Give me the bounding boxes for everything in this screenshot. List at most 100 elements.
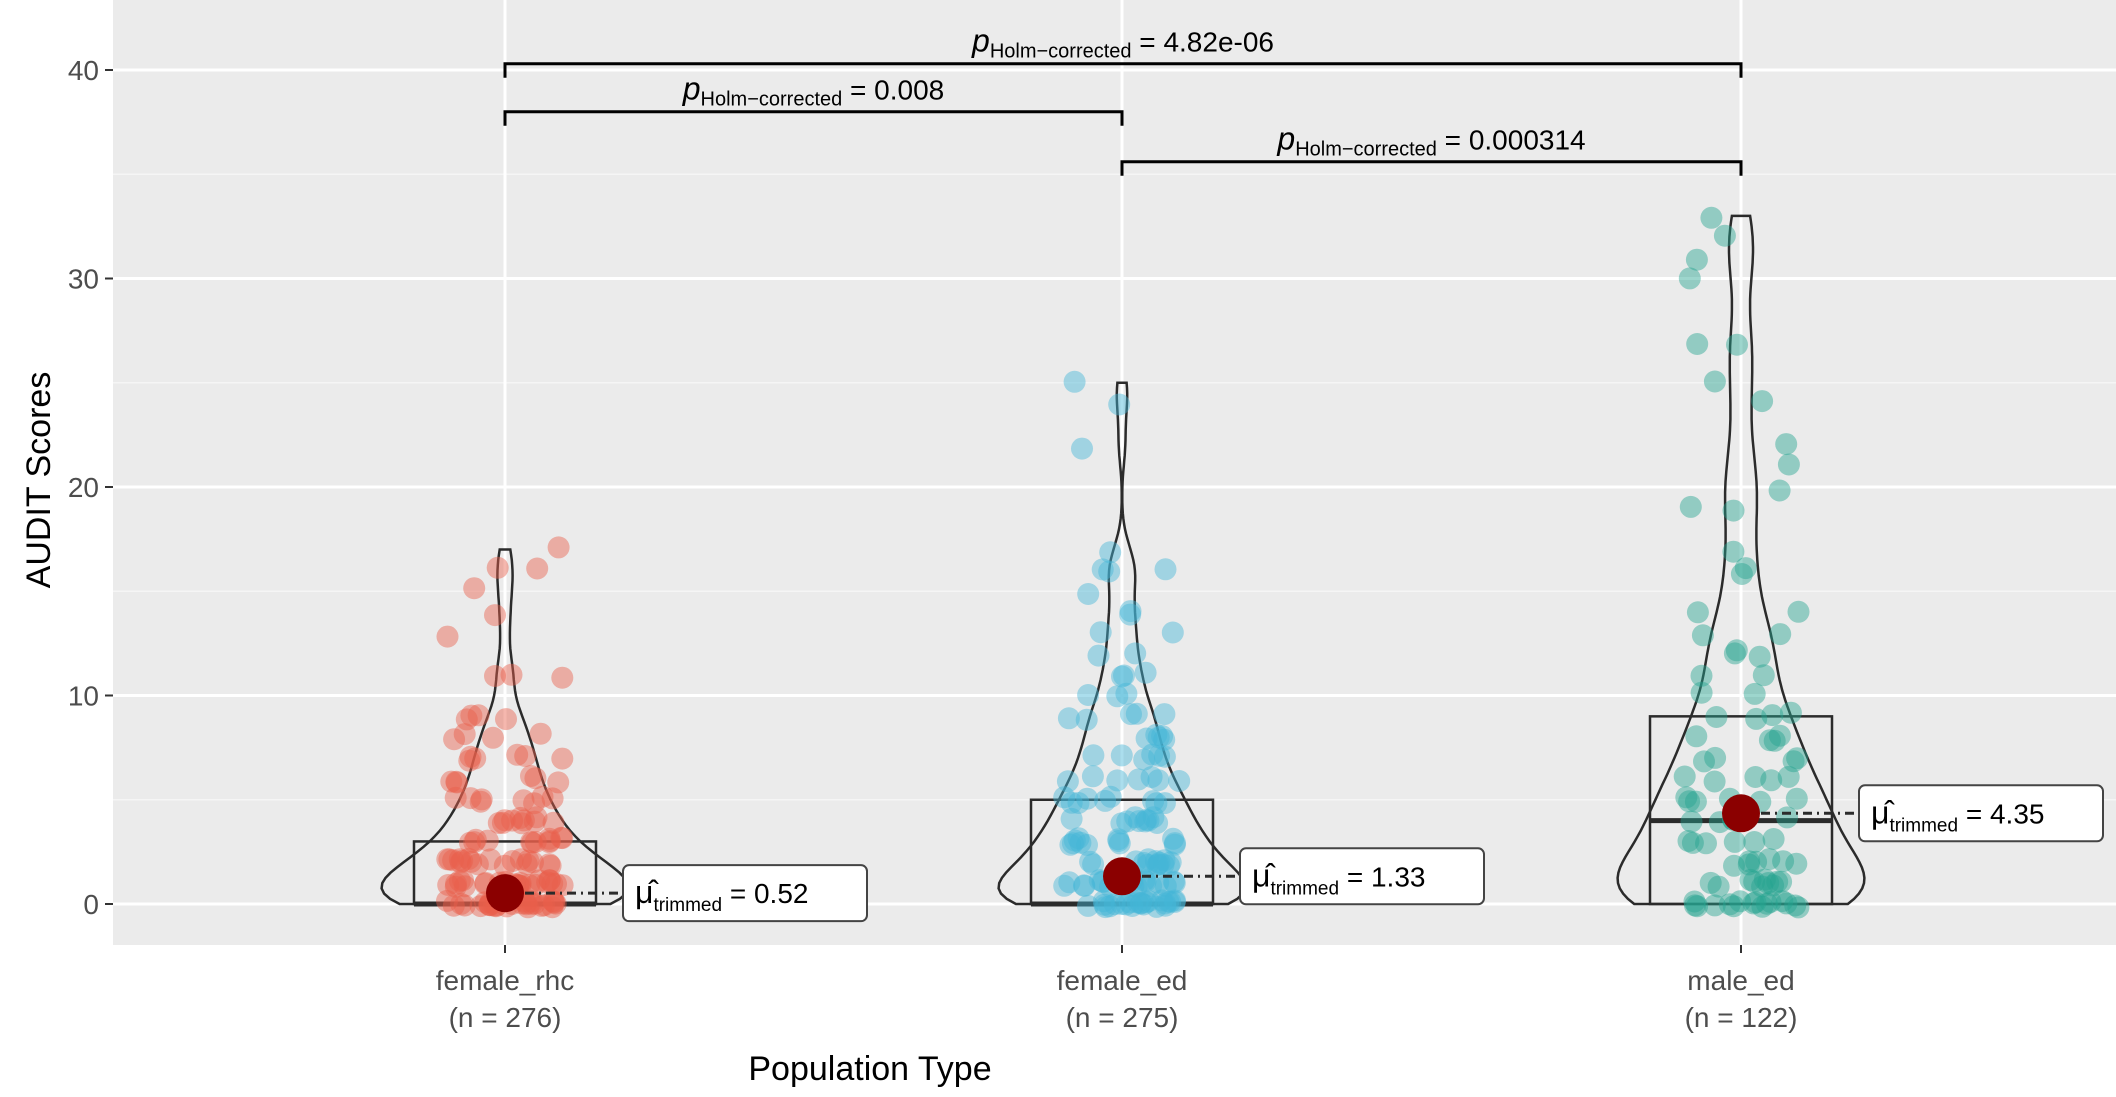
data-point: [510, 812, 533, 835]
data-point: [1757, 872, 1780, 894]
data-point: [1151, 889, 1173, 912]
p-subscript: Holm−corrected: [990, 41, 1132, 63]
y-tick-label: 10: [68, 681, 99, 712]
data-point: [1752, 664, 1775, 687]
data-point: [1772, 850, 1795, 873]
data-point: [1748, 645, 1771, 668]
box-male_ed: [1648, 715, 1834, 906]
data-point: [538, 869, 561, 892]
data-point: [1134, 661, 1157, 684]
data-point: [1133, 748, 1156, 771]
data-point: [543, 890, 565, 913]
data-point: [1693, 750, 1715, 773]
data-point: [1099, 541, 1122, 564]
data-point: [1140, 766, 1163, 788]
p-symbol: p: [682, 71, 701, 107]
data-point: [1158, 854, 1180, 877]
data-point: [1722, 540, 1745, 563]
data-point: [1154, 558, 1177, 581]
data-point: [521, 831, 544, 854]
data-point: [1137, 890, 1160, 913]
data-point: [1110, 744, 1133, 767]
data-point: [1163, 833, 1186, 856]
data-point: [1776, 806, 1799, 829]
data-point: [459, 745, 482, 768]
data-point: [1785, 787, 1808, 810]
data-point: [1723, 642, 1746, 665]
data-point: [1164, 832, 1186, 855]
mean-label-box: [1858, 784, 2104, 843]
data-point: [1705, 706, 1728, 728]
data-point: [442, 849, 465, 872]
data-point: [1076, 833, 1098, 856]
data-point: [1690, 664, 1713, 687]
data-point: [1707, 875, 1730, 898]
data-point: [436, 848, 459, 871]
data-point: [536, 871, 559, 894]
data-point: [524, 767, 547, 790]
x-tick-label: female_rhc: [436, 965, 575, 996]
data-point: [484, 665, 506, 687]
comparison-bracket: [503, 62, 1743, 78]
data-point: [1157, 890, 1180, 913]
data-point: [500, 663, 523, 686]
data-point: [539, 854, 562, 877]
y-tick-label: 20: [68, 472, 99, 503]
data-point: [1128, 810, 1150, 833]
data-point: [533, 894, 556, 917]
data-point: [1153, 849, 1176, 872]
data-point: [464, 828, 487, 851]
data-point: [551, 874, 574, 897]
data-point: [445, 770, 468, 793]
x-tick-label: female_ed: [1057, 965, 1188, 996]
data-point: [1168, 770, 1191, 792]
data-point: [1056, 770, 1079, 793]
p-value: = 0.008: [842, 75, 944, 106]
data-point: [1683, 890, 1706, 913]
data-point: [1770, 870, 1793, 893]
mean-point-male_ed: [1722, 794, 1760, 833]
data-point: [1126, 891, 1149, 914]
data-point: [1111, 665, 1133, 688]
comparison-label: pHolm−corrected = 0.008: [682, 71, 945, 111]
data-point: [1093, 893, 1116, 916]
data-point: [1094, 789, 1117, 812]
data-point: [1075, 708, 1098, 731]
data-point: [1124, 806, 1147, 829]
p-symbol: p: [971, 23, 990, 59]
data-point: [1768, 724, 1791, 747]
data-point: [1758, 848, 1781, 871]
data-point: [449, 851, 472, 874]
data-point: [523, 810, 546, 833]
data-point: [487, 812, 510, 834]
data-point: [541, 890, 564, 912]
data-point: [1718, 893, 1741, 916]
mean-label: μ̂trimmed = 1.33: [1252, 857, 1425, 899]
data-point: [1725, 639, 1748, 662]
data-point: [1703, 370, 1726, 393]
data-point: [517, 896, 539, 919]
data-point: [1116, 810, 1139, 833]
comparison-layer: pHolm−corrected = 4.82e-06pHolm−correcte…: [503, 23, 1743, 176]
comparison-label: pHolm−corrected = 4.82e-06: [971, 23, 1274, 63]
x-tick-n-label: (n = 122): [1685, 1002, 1798, 1033]
data-point: [1147, 726, 1170, 749]
data-point: [1137, 809, 1160, 832]
data-point: [453, 894, 476, 917]
data-point: [469, 895, 492, 918]
data-point: [541, 896, 564, 919]
data-point: [1077, 684, 1100, 706]
data-point: [551, 827, 574, 850]
data-point: [1142, 790, 1165, 813]
data-point: [1067, 827, 1090, 850]
data-point: [463, 577, 486, 600]
data-point: [1110, 893, 1133, 915]
data-point: [1159, 851, 1182, 874]
data-point: [1094, 896, 1117, 919]
data-point: [445, 771, 468, 794]
data-point: [436, 889, 458, 912]
y-axis-title: AUDIT Scores: [20, 372, 58, 589]
data-point: [1743, 682, 1766, 705]
data-point: [1777, 453, 1800, 476]
data-point: [1673, 765, 1696, 788]
